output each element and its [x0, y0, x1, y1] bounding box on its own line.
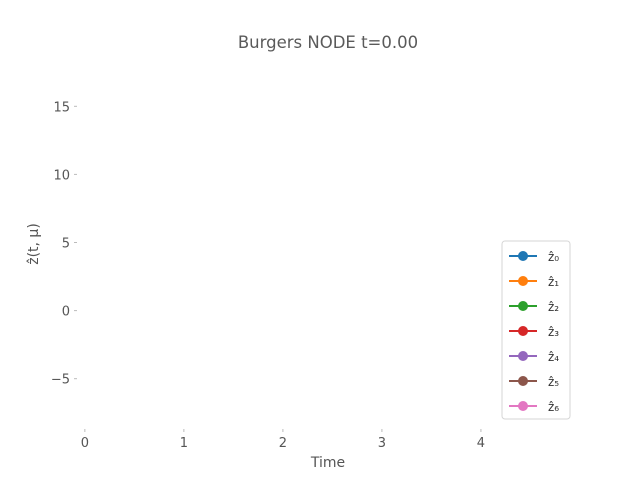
y-tick-label: 15: [53, 100, 70, 115]
legend-marker: [518, 276, 528, 286]
x-tick-label: 0: [81, 436, 89, 451]
legend: ẑ₀ ẑ₁ ẑ₂ ẑ₃ ẑ₄ ẑ₅ ẑ₆: [501, 240, 571, 420]
legend-label: ẑ₅: [548, 375, 559, 389]
y-tick-label: 0: [62, 305, 70, 320]
legend-label: ẑ₂: [548, 300, 559, 314]
x-tick-label: 3: [378, 436, 386, 451]
y-tick-label: 5: [62, 237, 70, 252]
y-tick-label: 10: [53, 168, 70, 183]
legend-label: ẑ₄: [548, 350, 559, 364]
legend-label: ẑ₆: [548, 400, 559, 414]
x-tick-label: 2: [279, 436, 287, 451]
x-axis-label: Time: [310, 455, 345, 471]
chart-title: Burgers NODE t=0.00: [238, 33, 418, 52]
legend-marker: [518, 326, 528, 336]
y-tick-label: −5: [51, 373, 70, 388]
x-tick-label: 4: [477, 436, 485, 451]
legend-marker: [518, 401, 528, 411]
legend-marker: [518, 376, 528, 386]
x-tick-label: 1: [180, 436, 188, 451]
legend-label: ẑ₃: [548, 325, 559, 339]
legend-marker: [518, 351, 528, 361]
x-axis: 0 1 2 3 4: [81, 429, 485, 451]
y-axis-label: ẑ(t, μ): [26, 223, 42, 265]
y-axis: −5 0 5 10 15: [51, 100, 77, 388]
legend-label: ẑ₁: [548, 275, 559, 289]
legend-marker: [518, 251, 528, 261]
legend-marker: [518, 301, 528, 311]
legend-label: ẑ₀: [548, 250, 559, 264]
